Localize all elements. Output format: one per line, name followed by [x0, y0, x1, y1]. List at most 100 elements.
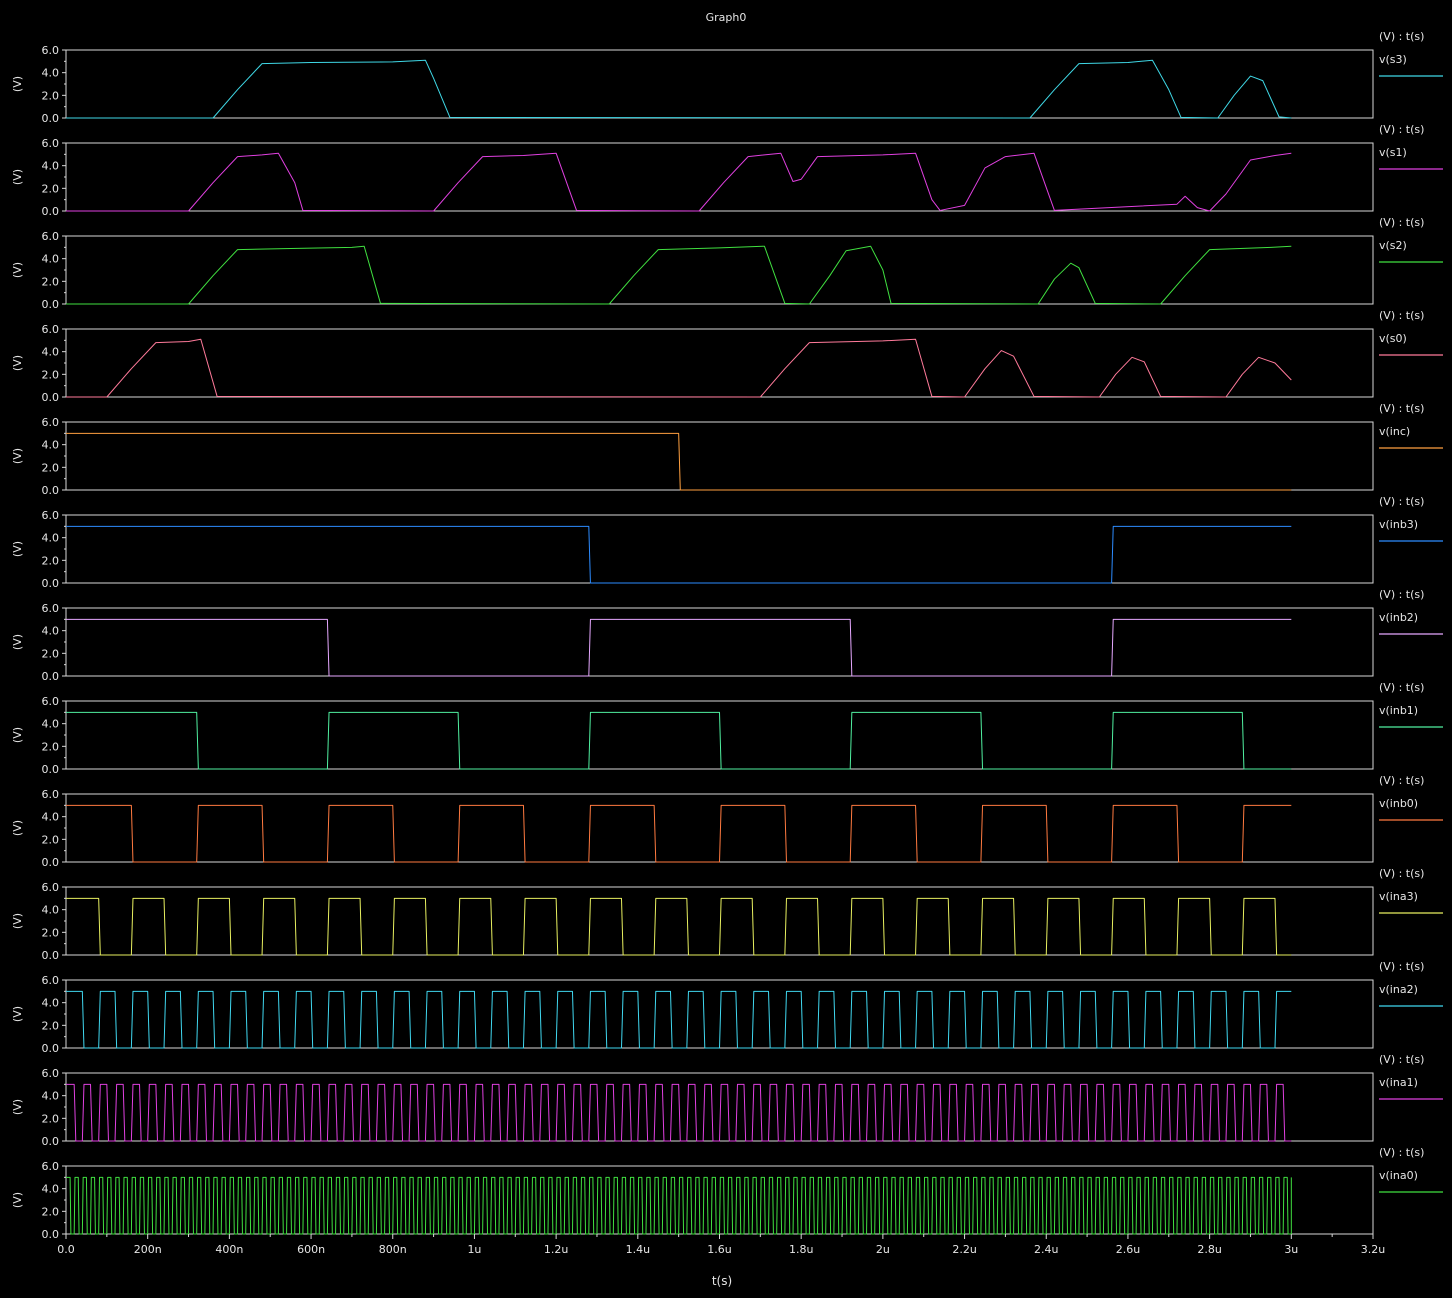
- panel-v-inc: 0.0 2.0 4.0 6.0 (V) (V) : t(s) v(inc): [11, 402, 1443, 497]
- y-tick-label: 2.0: [42, 182, 60, 195]
- y-tick-label: 4.0: [42, 904, 60, 917]
- x-tick-label: 0.0: [57, 1243, 75, 1256]
- legend-label: v(inb3): [1379, 518, 1418, 531]
- x-tick-label: 1.6u: [707, 1243, 731, 1256]
- legend-label: v(inb0): [1379, 797, 1418, 810]
- axis-caption: (V) : t(s): [1379, 1053, 1424, 1066]
- series-line-v-s3: [66, 59, 1292, 119]
- x-tick-label: 3.2u: [1361, 1243, 1385, 1256]
- axis-caption: (V) : t(s): [1379, 216, 1424, 229]
- y-tick-label: 4.0: [42, 253, 60, 266]
- y-tick-label: 6.0: [42, 695, 60, 708]
- legend-label: v(s2): [1379, 239, 1407, 252]
- y-tick-label: 4.0: [42, 811, 60, 824]
- y-tick-label: 4.0: [42, 67, 60, 80]
- y-tick-label: 0.0: [42, 670, 60, 683]
- y-tick-label: 2.0: [42, 647, 60, 660]
- y-tick-label: 4.0: [42, 439, 60, 452]
- y-axis-label: (V): [11, 355, 24, 371]
- x-axis: 0.0 200n 400n 600n 800n 1u 1.2u 1.4u 1.6u 1.8u 2u 2…: [57, 1234, 1385, 1256]
- x-tick-label: 1.4u: [626, 1243, 650, 1256]
- axis-caption: (V) : t(s): [1379, 681, 1424, 694]
- y-tick-label: 0.0: [42, 112, 60, 125]
- y-tick-label: 2.0: [42, 1019, 60, 1032]
- y-tick-label: 6.0: [42, 1067, 60, 1080]
- series-line-v-s1: [66, 152, 1292, 212]
- panel-v-ina0: 0.0 2.0 4.0 6.0 (V) (V) : t(s) v(ina0): [11, 1146, 1443, 1241]
- y-tick-label: 4.0: [42, 718, 60, 731]
- y-tick-label: 0.0: [42, 391, 60, 404]
- x-axis-label: t(s): [712, 1274, 732, 1288]
- waveform-panels: 0.0 2.0 4.0 6.0 (V) (V) : t(s) v(s3) 0.0 2.0 4.0 6…: [11, 30, 1443, 1241]
- x-tick-label: 2.8u: [1197, 1243, 1221, 1256]
- series-line-v-inb0: [66, 804, 1292, 863]
- axis-caption: (V) : t(s): [1379, 960, 1424, 973]
- y-tick-label: 2.0: [42, 461, 60, 474]
- panel-v-s1: 0.0 2.0 4.0 6.0 (V) (V) : t(s) v(s1): [11, 123, 1443, 218]
- y-axis-label: (V): [11, 1192, 24, 1208]
- legend-label: v(ina1): [1379, 1076, 1418, 1089]
- y-tick-label: 0.0: [42, 484, 60, 497]
- y-axis-label: (V): [11, 448, 24, 464]
- y-tick-label: 6.0: [42, 788, 60, 801]
- series-line-v-inb3: [66, 525, 1292, 584]
- series-line-v-inb1: [66, 711, 1292, 770]
- y-tick-label: 2.0: [42, 1205, 60, 1218]
- y-tick-label: 6.0: [42, 602, 60, 615]
- series-line-v-s0: [66, 338, 1292, 398]
- panel-v-s3: 0.0 2.0 4.0 6.0 (V) (V) : t(s) v(s3): [11, 30, 1443, 125]
- y-tick-label: 0.0: [42, 298, 60, 311]
- legend-label: v(inc): [1379, 425, 1410, 438]
- y-axis-label: (V): [11, 727, 24, 743]
- plot-frame: [65, 328, 1374, 398]
- axis-caption: (V) : t(s): [1379, 402, 1424, 415]
- y-tick-label: 4.0: [42, 346, 60, 359]
- y-tick-label: 6.0: [42, 230, 60, 243]
- panel-v-inb0: 0.0 2.0 4.0 6.0 (V) (V) : t(s) v(inb0): [11, 774, 1443, 869]
- x-tick-label: 1.2u: [544, 1243, 568, 1256]
- legend-label: v(inb2): [1379, 611, 1418, 624]
- y-tick-label: 6.0: [42, 416, 60, 429]
- legend-label: v(s0): [1379, 332, 1407, 345]
- y-tick-label: 0.0: [42, 1135, 60, 1148]
- legend-label: v(s1): [1379, 146, 1407, 159]
- x-tick-label: 800n: [379, 1243, 407, 1256]
- plot-frame: [65, 235, 1374, 305]
- y-tick-label: 4.0: [42, 532, 60, 545]
- plot-frame: [65, 142, 1374, 212]
- y-tick-label: 0.0: [42, 949, 60, 962]
- series-line-v-ina3: [66, 897, 1292, 956]
- x-tick-label: 2.6u: [1116, 1243, 1140, 1256]
- y-tick-label: 2.0: [42, 1112, 60, 1125]
- x-tick-label: 2.2u: [952, 1243, 976, 1256]
- y-tick-label: 0.0: [42, 1042, 60, 1055]
- series-line-v-inc: [66, 432, 1292, 491]
- axis-caption: (V) : t(s): [1379, 1146, 1424, 1159]
- x-tick-label: 2u: [876, 1243, 890, 1256]
- series-line-v-ina1: [66, 1083, 1292, 1142]
- legend-label: v(ina0): [1379, 1169, 1418, 1182]
- panel-v-ina2: 0.0 2.0 4.0 6.0 (V) (V) : t(s) v(ina2): [11, 960, 1443, 1055]
- axis-caption: (V) : t(s): [1379, 495, 1424, 508]
- panel-v-s0: 0.0 2.0 4.0 6.0 (V) (V) : t(s) v(s0): [11, 309, 1443, 404]
- y-axis-label: (V): [11, 913, 24, 929]
- y-tick-label: 2.0: [42, 554, 60, 567]
- y-tick-label: 6.0: [42, 44, 60, 57]
- plot-frame: [65, 514, 1374, 584]
- y-tick-label: 4.0: [42, 160, 60, 173]
- series-line-v-inb2: [66, 618, 1292, 677]
- series-line-v-s2: [66, 245, 1292, 305]
- y-tick-label: 0.0: [42, 856, 60, 869]
- axis-caption: (V) : t(s): [1379, 867, 1424, 880]
- y-tick-label: 6.0: [42, 137, 60, 150]
- y-tick-label: 0.0: [42, 205, 60, 218]
- panel-v-inb3: 0.0 2.0 4.0 6.0 (V) (V) : t(s) v(inb3): [11, 495, 1443, 590]
- axis-caption: (V) : t(s): [1379, 123, 1424, 136]
- y-axis-label: (V): [11, 76, 24, 92]
- panel-v-ina1: 0.0 2.0 4.0 6.0 (V) (V) : t(s) v(ina1): [11, 1053, 1443, 1148]
- x-tick-label: 200n: [134, 1243, 162, 1256]
- y-tick-label: 4.0: [42, 997, 60, 1010]
- y-axis-label: (V): [11, 634, 24, 650]
- y-tick-label: 0.0: [42, 1228, 60, 1241]
- legend-label: v(inb1): [1379, 704, 1418, 717]
